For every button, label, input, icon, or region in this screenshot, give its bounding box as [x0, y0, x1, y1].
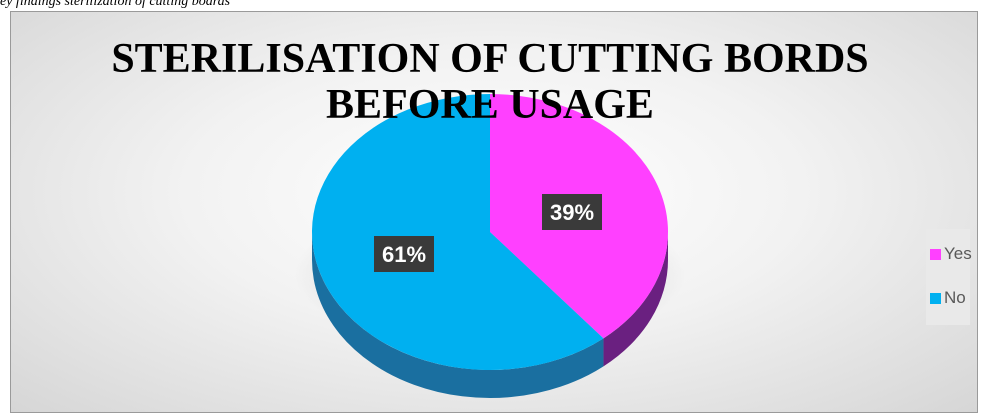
- figure-caption: ey findings sterilization of cutting boa…: [0, 0, 231, 8]
- chart-title-line1: STERILISATION OF CUTTING BORDS: [111, 36, 868, 82]
- legend: Yes No: [926, 229, 972, 325]
- legend-item-yes: Yes: [930, 243, 972, 265]
- legend-label-yes: Yes: [944, 244, 972, 263]
- data-label-group: 39% 61%: [374, 194, 602, 272]
- legend-swatch-yes: [930, 248, 941, 260]
- data-label-yes: 39%: [550, 200, 594, 225]
- data-label-box-no: [374, 236, 434, 272]
- pie-side-no: [312, 232, 604, 399]
- chart-title-line2: BEFORE USAGE: [326, 82, 654, 128]
- pie-side-yes: [603, 232, 668, 367]
- legend-item-no: No: [930, 287, 966, 309]
- pie-slice-no: [312, 94, 604, 370]
- legend-label-no: No: [944, 288, 966, 307]
- legend-swatch-no: [930, 292, 941, 304]
- data-label-no: 61%: [382, 242, 426, 267]
- pie-group: [294, 94, 686, 399]
- data-label-box-yes: [542, 194, 602, 230]
